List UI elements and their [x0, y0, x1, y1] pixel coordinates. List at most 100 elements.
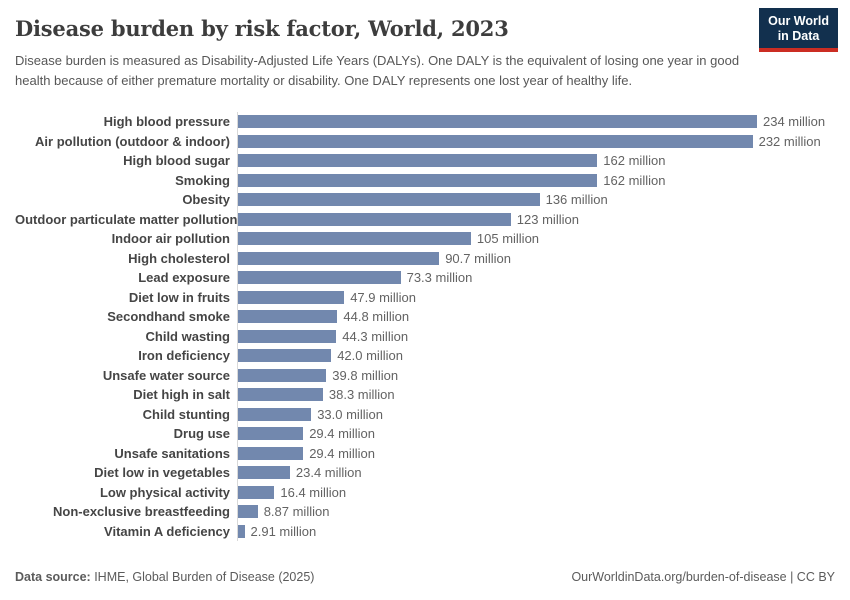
- bar-label: Low physical activity: [99, 484, 230, 500]
- chart-row: Unsafe sanitations 29.4 million: [15, 443, 835, 463]
- data-source: Data source: IHME, Global Burden of Dise…: [15, 570, 314, 584]
- chart-row: Drug use 29.4 million: [15, 424, 835, 444]
- chart-subtitle: Disease burden is measured as Disability…: [15, 53, 740, 88]
- bar[interactable]: [238, 193, 540, 207]
- bar-label: Unsafe water source: [102, 367, 230, 383]
- bar-label: Diet low in vegetables: [94, 465, 230, 481]
- bar[interactable]: [238, 251, 440, 265]
- bar-cell: 8.87 million: [237, 502, 835, 522]
- bar[interactable]: [238, 446, 304, 460]
- bar-label: Child stunting: [142, 406, 230, 422]
- bar-cell: 33.0 million: [237, 404, 835, 424]
- chart-row: Non-exclusive breastfeeding 8.87 million: [15, 502, 835, 522]
- bar-cell: 162 million: [237, 170, 835, 190]
- chart-row: Smoking 162 million: [15, 170, 835, 190]
- bar[interactable]: [238, 368, 327, 382]
- bar[interactable]: [238, 310, 338, 324]
- bar-cell: 29.4 million: [237, 424, 835, 444]
- bar-cell: 234 million: [237, 112, 835, 132]
- bar-chart: High blood pressure 234 million Air pollut…: [15, 112, 835, 541]
- bar[interactable]: [238, 388, 323, 402]
- bar[interactable]: [238, 466, 290, 480]
- owid-logo-line1: Our World: [768, 14, 829, 28]
- bar-label: Diet high in salt: [133, 387, 230, 403]
- bar-label: High blood sugar: [123, 153, 230, 169]
- owid-logo[interactable]: Our World in Data: [759, 8, 838, 52]
- bar-cell: 23.4 million: [237, 463, 835, 483]
- bar[interactable]: [238, 329, 337, 343]
- bar-cell: 162 million: [237, 151, 835, 171]
- data-source-text: IHME, Global Burden of Disease (2025): [90, 570, 315, 584]
- bar-value: 136 million: [545, 192, 608, 208]
- chart-row: Diet low in fruits 47.9 million: [15, 287, 835, 307]
- bar-label: Vitamin A deficiency: [104, 523, 230, 539]
- bar[interactable]: [238, 134, 753, 148]
- bar-value: 162 million: [603, 153, 666, 169]
- bar-value: 234 million: [763, 114, 826, 130]
- bar[interactable]: [238, 290, 345, 304]
- owid-url-link[interactable]: OurWorldinData.org/burden-of-disease | C…: [571, 570, 835, 584]
- bar-label: High cholesterol: [128, 250, 230, 266]
- bar-cell: 38.3 million: [237, 385, 835, 405]
- bar[interactable]: [238, 427, 304, 441]
- bar-value: 44.8 million: [343, 309, 410, 325]
- bar-value: 29.4 million: [309, 445, 375, 461]
- bar-value: 47.9 million: [350, 289, 416, 305]
- bar[interactable]: [238, 154, 598, 168]
- bar-label: Obesity: [182, 192, 230, 208]
- bar-value: 90.7 million: [445, 250, 511, 266]
- chart-page: Our World in Data Disease burden by risk…: [15, 8, 838, 584]
- chart-row: Child wasting 44.3 million: [15, 326, 835, 346]
- bar-cell: 44.3 million: [237, 326, 835, 346]
- chart-row: Low physical activity 16.4 million: [15, 482, 835, 502]
- chart-row: Secondhand smoke 44.8 million: [15, 307, 835, 327]
- bar-value: 162 million: [603, 172, 666, 188]
- owid-logo-line2: in Data: [777, 29, 820, 43]
- bar-label: Unsafe sanitations: [114, 445, 230, 461]
- bar-label: Iron deficiency: [138, 348, 230, 364]
- bar-value: 33.0 million: [317, 406, 383, 422]
- bar[interactable]: [238, 349, 332, 363]
- chart-row: Obesity 136 million: [15, 190, 835, 210]
- bar-value: 16.4 million: [280, 484, 347, 500]
- bar-cell: 44.8 million: [237, 307, 835, 327]
- bar-label: Lead exposure: [138, 270, 230, 286]
- page-title: Disease burden by risk factor, World, 20…: [15, 16, 509, 41]
- chart-row: Iron deficiency 42.0 million: [15, 346, 835, 366]
- bar-value: 23.4 million: [295, 465, 362, 481]
- bar-value: 44.3 million: [342, 328, 409, 344]
- bar-label: High blood pressure: [103, 114, 230, 130]
- chart-row: Child stunting 33.0 million: [15, 404, 835, 424]
- bar[interactable]: [238, 524, 245, 538]
- bar-value: 42.0 million: [337, 348, 403, 364]
- bar[interactable]: [238, 232, 471, 246]
- bar[interactable]: [238, 212, 511, 226]
- bar[interactable]: [238, 115, 757, 129]
- bar-cell: 16.4 million: [237, 482, 835, 502]
- bar[interactable]: [238, 407, 312, 421]
- bar-cell: 105 million: [237, 229, 835, 249]
- bar-value: 73.3 million: [406, 270, 473, 286]
- chart-row: High cholesterol 90.7 million: [15, 248, 835, 268]
- chart-row: Lead exposure 73.3 million: [15, 268, 835, 288]
- bar-value: 39.8 million: [332, 367, 399, 383]
- bar[interactable]: [238, 485, 275, 499]
- chart-row: Air pollution (outdoor & indoor) 232 mill…: [15, 131, 835, 151]
- bar-value: 123 million: [516, 211, 579, 227]
- chart-row: Diet low in vegetables 23.4 million: [15, 463, 835, 483]
- bar[interactable]: [238, 173, 598, 187]
- bar-cell: 73.3 million: [237, 268, 835, 288]
- chart-row: Diet high in salt 38.3 million: [15, 385, 835, 405]
- bar-value: 2.91 million: [250, 523, 317, 539]
- chart-row: Unsafe water source 39.8 million: [15, 365, 835, 385]
- bar[interactable]: [238, 271, 401, 285]
- bar[interactable]: [238, 505, 258, 519]
- bar-cell: 232 million: [237, 131, 835, 151]
- bar-label: Non-exclusive breastfeeding: [53, 504, 230, 520]
- bar-value: 38.3 million: [328, 387, 395, 403]
- bar-label: Outdoor particulate matter pollution: [15, 211, 238, 227]
- bar-cell: 90.7 million: [237, 248, 835, 268]
- bar-value: 29.4 million: [309, 426, 375, 442]
- bar-label: Smoking: [175, 172, 230, 188]
- bar-cell: 42.0 million: [237, 346, 835, 366]
